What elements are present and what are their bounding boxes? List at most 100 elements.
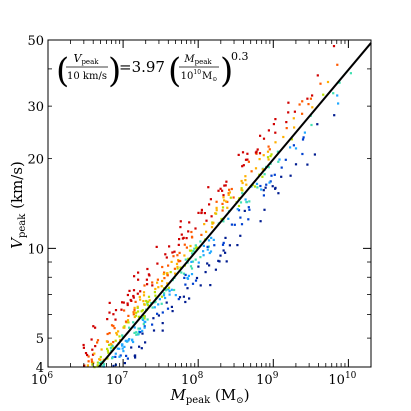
x-axis-label: Mpeak (M⊙)	[169, 386, 249, 406]
data-point	[165, 301, 168, 304]
data-point	[160, 295, 164, 298]
data-point	[225, 200, 228, 203]
data-point	[289, 146, 292, 149]
data-point	[147, 304, 150, 307]
data-point	[168, 290, 171, 293]
power: 0.3	[231, 50, 249, 63]
data-point	[187, 257, 190, 260]
data-point	[143, 303, 146, 306]
data-point	[113, 327, 116, 330]
data-point	[224, 184, 227, 187]
data-point	[204, 271, 207, 274]
data-point	[200, 208, 203, 211]
data-point	[162, 294, 166, 297]
rhs-num-sub: peak	[195, 58, 213, 66]
data-point	[137, 271, 140, 274]
data-point	[233, 223, 236, 226]
svg-text:1010M⊙: 1010M⊙	[181, 69, 218, 83]
data-point	[143, 315, 146, 318]
data-point	[123, 345, 126, 348]
data-point	[332, 45, 336, 48]
data-point	[276, 150, 279, 153]
rhs-num-main: M	[183, 54, 195, 65]
data-point	[87, 355, 90, 358]
data-point	[111, 344, 114, 347]
data-point	[294, 147, 298, 150]
data-point	[167, 264, 170, 267]
data-point	[166, 272, 169, 275]
data-point	[273, 173, 276, 176]
data-point	[203, 212, 206, 215]
data-point	[166, 274, 169, 277]
data-point	[184, 273, 187, 276]
data-point	[137, 278, 140, 281]
data-point	[210, 226, 214, 229]
data-point	[267, 129, 270, 132]
data-point	[282, 135, 285, 139]
x-tick-base: 10	[31, 373, 48, 388]
data-point	[227, 193, 230, 196]
data-point	[135, 331, 138, 334]
data-point	[215, 206, 218, 209]
x-tick-base: 10	[256, 373, 273, 388]
data-point	[240, 223, 244, 226]
data-point	[232, 196, 235, 199]
data-point	[262, 137, 266, 140]
data-point	[272, 123, 275, 126]
data-point	[108, 311, 111, 314]
data-point	[177, 243, 180, 246]
data-point	[141, 317, 144, 320]
data-point	[226, 200, 229, 203]
data-point	[247, 218, 250, 221]
data-point	[209, 198, 212, 201]
data-point	[210, 215, 213, 218]
data-point	[243, 209, 246, 212]
data-point	[209, 284, 212, 287]
data-point	[171, 251, 174, 254]
data-point	[267, 166, 270, 169]
data-point	[287, 111, 290, 114]
data-point	[154, 287, 157, 291]
data-point	[108, 343, 111, 346]
data-point	[177, 298, 180, 301]
x-tick-base: 10	[106, 373, 123, 388]
data-point	[167, 286, 171, 289]
data-point	[200, 211, 203, 214]
data-point	[225, 180, 228, 183]
data-point	[108, 332, 111, 335]
data-point	[111, 357, 114, 360]
data-point	[142, 322, 145, 326]
data-point	[239, 201, 243, 204]
data-point	[226, 206, 229, 209]
data-point	[202, 254, 205, 257]
data-point	[203, 223, 206, 226]
data-point	[123, 325, 126, 328]
data-point	[322, 93, 325, 96]
data-point	[194, 244, 197, 247]
data-point	[176, 267, 179, 270]
data-point	[227, 192, 230, 195]
data-point	[184, 283, 187, 286]
x-tick-label: 108	[181, 371, 204, 388]
data-point	[264, 186, 267, 189]
data-point	[179, 266, 182, 269]
data-point	[168, 245, 171, 248]
data-point	[99, 358, 102, 361]
data-point	[142, 300, 145, 303]
data-point	[222, 220, 225, 223]
data-point	[230, 187, 233, 191]
data-point	[190, 267, 194, 270]
data-points	[82, 45, 352, 369]
data-point	[267, 158, 270, 161]
data-point	[217, 189, 220, 192]
y-tick-label: 20	[27, 153, 44, 168]
data-point	[221, 243, 225, 246]
data-point	[177, 260, 180, 263]
data-point	[106, 349, 109, 352]
data-point	[306, 163, 309, 166]
data-point	[144, 341, 147, 344]
data-point	[274, 186, 277, 189]
data-point	[154, 300, 157, 303]
data-point	[228, 191, 231, 194]
